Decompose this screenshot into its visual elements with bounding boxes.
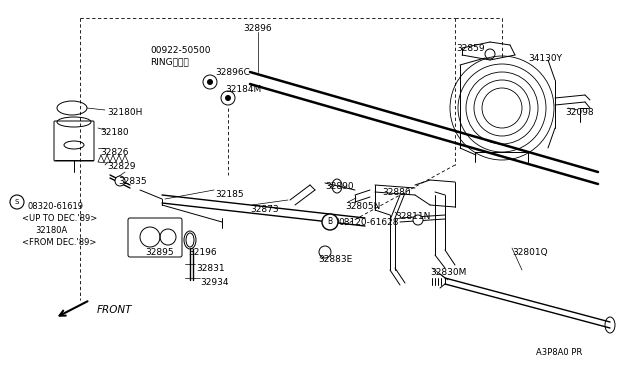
Text: 32180H: 32180H bbox=[107, 108, 142, 117]
Circle shape bbox=[221, 91, 235, 105]
Text: FRONT: FRONT bbox=[97, 305, 132, 315]
Text: 32801Q: 32801Q bbox=[512, 248, 548, 257]
Text: 32831: 32831 bbox=[196, 264, 225, 273]
Circle shape bbox=[207, 79, 213, 85]
Text: 32811N: 32811N bbox=[395, 212, 430, 221]
Text: <FROM DEC.'89>: <FROM DEC.'89> bbox=[22, 238, 97, 247]
Text: 32896C: 32896C bbox=[215, 68, 250, 77]
Text: 32859: 32859 bbox=[456, 44, 484, 53]
Circle shape bbox=[225, 95, 231, 101]
Text: 32184M: 32184M bbox=[225, 85, 261, 94]
Text: 32829: 32829 bbox=[107, 162, 136, 171]
Text: 32826: 32826 bbox=[100, 148, 129, 157]
Text: 32180A: 32180A bbox=[35, 226, 67, 235]
Text: 32805N: 32805N bbox=[345, 202, 380, 211]
Text: RINGリング: RINGリング bbox=[150, 57, 189, 66]
Text: 32835: 32835 bbox=[118, 177, 147, 186]
Text: 32196: 32196 bbox=[188, 248, 216, 257]
Text: <UP TO DEC.'89>: <UP TO DEC.'89> bbox=[22, 214, 97, 223]
Text: A3P8A0 PR: A3P8A0 PR bbox=[536, 348, 582, 357]
Text: 08320-61619: 08320-61619 bbox=[28, 202, 84, 211]
Text: 08120-61628: 08120-61628 bbox=[338, 218, 399, 227]
Text: 32934: 32934 bbox=[200, 278, 228, 287]
Circle shape bbox=[322, 214, 338, 230]
Text: 32180: 32180 bbox=[100, 128, 129, 137]
Circle shape bbox=[319, 246, 331, 258]
Text: 00922-50500: 00922-50500 bbox=[150, 46, 211, 55]
Text: B: B bbox=[328, 218, 333, 227]
Text: 32098: 32098 bbox=[565, 108, 594, 117]
Text: S: S bbox=[15, 199, 19, 205]
Text: 32890: 32890 bbox=[325, 182, 354, 191]
Text: 34130Y: 34130Y bbox=[528, 54, 562, 63]
Circle shape bbox=[115, 176, 125, 186]
Text: 32896: 32896 bbox=[244, 24, 272, 33]
Text: 32873: 32873 bbox=[250, 205, 278, 214]
Text: 32895: 32895 bbox=[145, 248, 173, 257]
Text: 32830M: 32830M bbox=[430, 268, 467, 277]
Circle shape bbox=[203, 75, 217, 89]
Text: 32883E: 32883E bbox=[318, 255, 352, 264]
Circle shape bbox=[413, 215, 423, 225]
Text: 32880: 32880 bbox=[382, 188, 411, 197]
Text: 32185: 32185 bbox=[215, 190, 244, 199]
